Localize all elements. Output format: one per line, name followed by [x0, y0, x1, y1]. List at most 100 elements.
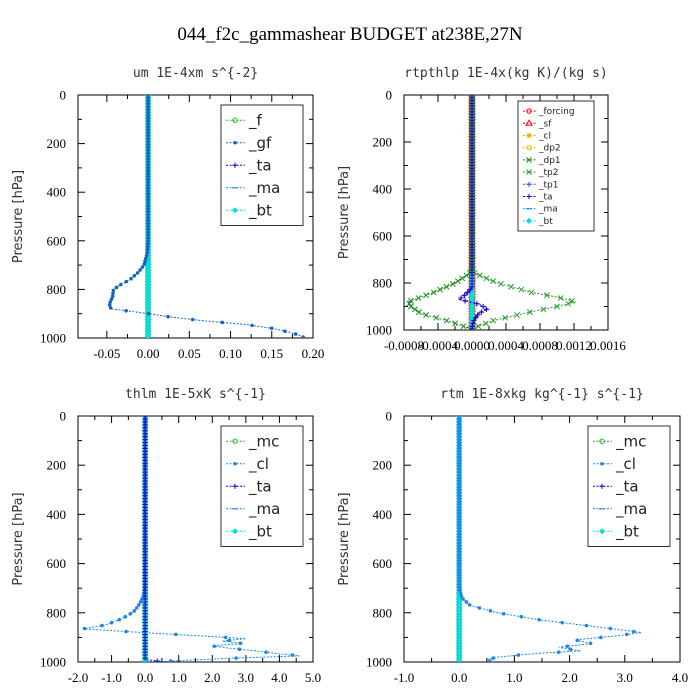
- legend-entry-tp1-marker: [526, 181, 532, 187]
- series-cl-point: [457, 547, 462, 551]
- series-tp2-point: [502, 314, 509, 321]
- series-cl-point: [124, 629, 128, 634]
- series-cl-point: [519, 614, 524, 619]
- y-tick-label: 400: [47, 185, 67, 200]
- series-gf-point: [135, 271, 140, 275]
- series-cl-point: [109, 620, 114, 625]
- y-tick-label: 200: [373, 135, 393, 150]
- legend-entry-cl-label: _cl: [538, 132, 551, 142]
- series-cl-point: [457, 428, 462, 433]
- series-gf-point: [146, 99, 150, 103]
- x-tick-label: 1.0: [506, 670, 522, 685]
- series-cl-point: [457, 582, 462, 587]
- series-ta-point: [142, 655, 148, 661]
- series-gf-point: [108, 306, 113, 310]
- x-tick-label: 5.0: [305, 670, 321, 685]
- series-cl-point: [588, 641, 593, 646]
- legend-entry-ta-marker: [599, 483, 605, 489]
- panel-title: um 1E-4xm s^{-2}: [133, 66, 258, 81]
- legend-entry-tp2-marker: [526, 169, 532, 176]
- legend-entry-dp1-marker: [526, 156, 532, 163]
- y-tick-label: 400: [373, 182, 393, 197]
- series-gf-point: [140, 265, 145, 269]
- series-cl-point: [584, 623, 589, 628]
- series-dp1-point: [433, 314, 440, 321]
- series-gf-point: [146, 122, 150, 126]
- series-cl-point: [457, 482, 462, 486]
- series-gf-point: [146, 101, 150, 106]
- figure-title: 044_f2c_gammashear BUDGET at238E,27N: [177, 24, 523, 45]
- plot-area: [456, 416, 642, 662]
- series-cl-point: [457, 517, 462, 522]
- series-gf-point: [146, 136, 150, 141]
- x-tick-label: 4.0: [271, 670, 287, 685]
- series-gf-point: [146, 171, 150, 176]
- panel-2: rtpthlp 1E-4x(kg K)/(kg s) Pressure [hPa]…: [337, 66, 626, 353]
- series-gf-point: [146, 195, 150, 199]
- series-gf-point: [146, 177, 150, 182]
- series-cl-point: [457, 464, 462, 468]
- legend-entry-ta-marker: [232, 162, 238, 168]
- series-cl-point: [457, 452, 462, 457]
- series-gf-point: [138, 268, 142, 272]
- legend-entry-bt-label: _bt: [248, 201, 272, 220]
- series-tp2-point: [508, 283, 515, 290]
- legend-entry-ta-label: _ta: [248, 477, 272, 496]
- series-gf-point: [146, 206, 150, 211]
- series-dp1-point: [411, 306, 418, 313]
- series-cl-point: [457, 579, 462, 584]
- series-gf-point: [146, 236, 150, 240]
- series-ta: [458, 95, 490, 330]
- series-gf-point: [146, 224, 150, 229]
- series-cl-point: [501, 611, 506, 616]
- series-tp2-point: [471, 269, 478, 276]
- legend-entry-mc-marker: [599, 438, 605, 444]
- series-tp2-point: [490, 278, 497, 285]
- series-cl-point: [457, 479, 462, 483]
- series-gf-point: [147, 311, 151, 316]
- series-gf-point: [269, 326, 274, 331]
- series-gf-point: [146, 163, 150, 167]
- series-cl-point: [457, 449, 462, 454]
- series-ta-point: [470, 320, 476, 327]
- series-cl-point: [457, 573, 462, 578]
- legend-entry-ta-label: _ta: [248, 156, 272, 175]
- plot-area: [406, 95, 576, 330]
- y-axis-label: Pressure [hPa]: [337, 492, 352, 585]
- series-dp1-point: [454, 278, 461, 285]
- series-tp2-point: [476, 272, 483, 279]
- series-cl-point: [560, 620, 565, 625]
- series-gf-point: [146, 96, 150, 100]
- series-tp2-point: [569, 297, 575, 304]
- legend-entry-ta-label: _ta: [615, 477, 639, 496]
- series-cl-point: [457, 496, 462, 501]
- series-cl-point: [464, 600, 469, 604]
- series-ta-point: [474, 301, 480, 307]
- series-cl-point: [568, 647, 573, 652]
- legend-entry-sf-label: _sf: [538, 119, 552, 129]
- legend-entry-bt-label: _bt: [615, 522, 639, 541]
- series-bt-point: [145, 334, 152, 338]
- series-gf-point: [146, 169, 150, 173]
- series-cl-point: [117, 617, 122, 622]
- panel-3: thlm 1E-5xK s^{-1} Pressure [hPa] 0 200 400 6…: [11, 387, 321, 685]
- series-dp1-point: [407, 303, 414, 310]
- series-cl-point: [136, 603, 141, 607]
- legend-entry-bt-marker: [526, 217, 532, 224]
- series-cl-point: [631, 629, 636, 634]
- series-cl-point: [565, 644, 570, 649]
- series-cl-point: [488, 659, 492, 662]
- series-cl-point: [599, 635, 603, 640]
- series-gf-point: [146, 227, 150, 231]
- x-tick-label: 0.10: [219, 346, 242, 361]
- series-cl-point: [457, 485, 462, 489]
- series-tp2-point: [475, 323, 482, 330]
- x-tick-label: 3.0: [238, 670, 254, 685]
- legend-entry-bt-label: _bt: [538, 217, 553, 227]
- series-ta-point: [154, 658, 160, 662]
- series-cl-point: [457, 552, 462, 557]
- x-tick-label: 0.0012: [556, 338, 592, 353]
- series-ta-point: [478, 309, 484, 315]
- y-tick-label: 400: [373, 507, 393, 522]
- series-cl-point: [457, 431, 462, 436]
